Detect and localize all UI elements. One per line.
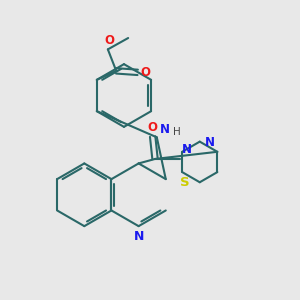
Text: O: O — [140, 66, 150, 79]
Text: N: N — [160, 123, 170, 136]
Text: N: N — [205, 136, 215, 149]
Text: O: O — [104, 34, 114, 47]
Text: N: N — [134, 230, 144, 243]
Text: O: O — [148, 121, 158, 134]
Text: H: H — [173, 127, 181, 137]
Text: N: N — [182, 143, 192, 156]
Text: S: S — [180, 176, 189, 189]
